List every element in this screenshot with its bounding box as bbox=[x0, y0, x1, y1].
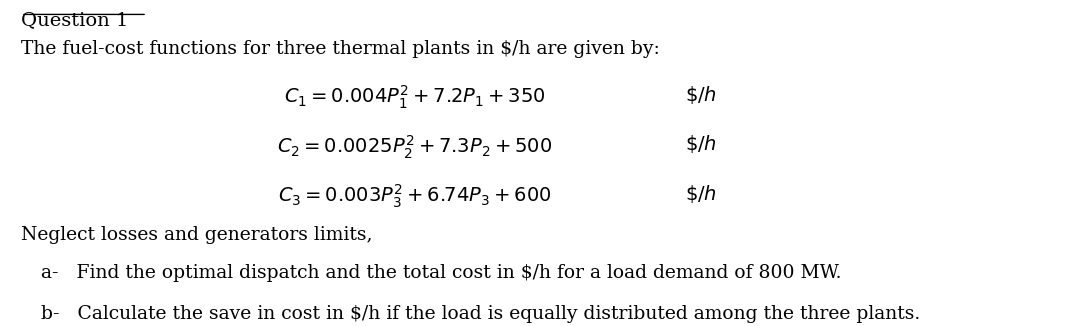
Text: $C_2 = 0.0025P_2^2 + 7.3P_2 + 500$: $C_2 = 0.0025P_2^2 + 7.3P_2 + 500$ bbox=[277, 133, 552, 161]
Text: $\$/h$: $\$/h$ bbox=[685, 183, 717, 205]
Text: a-   Find the optimal dispatch and the total cost in $/h for a load demand of 80: a- Find the optimal dispatch and the tot… bbox=[41, 263, 841, 282]
Text: $\$/h$: $\$/h$ bbox=[685, 133, 717, 155]
Text: The fuel-cost functions for three thermal plants in $/h are given by:: The fuel-cost functions for three therma… bbox=[21, 40, 660, 58]
Text: Question 1: Question 1 bbox=[21, 11, 128, 29]
Text: $\$/h$: $\$/h$ bbox=[685, 83, 717, 106]
Text: b-   Calculate the save in cost in $/h if the load is equally distributed among : b- Calculate the save in cost in $/h if … bbox=[41, 305, 920, 323]
Text: $C_3 = 0.003P_3^2 + 6.74P_3 + 600$: $C_3 = 0.003P_3^2 + 6.74P_3 + 600$ bbox=[278, 183, 551, 210]
Text: $C_1 = 0.004P_1^2 + 7.2P_1 + 350$: $C_1 = 0.004P_1^2 + 7.2P_1 + 350$ bbox=[284, 83, 546, 111]
Text: Neglect losses and generators limits,: Neglect losses and generators limits, bbox=[21, 226, 372, 244]
